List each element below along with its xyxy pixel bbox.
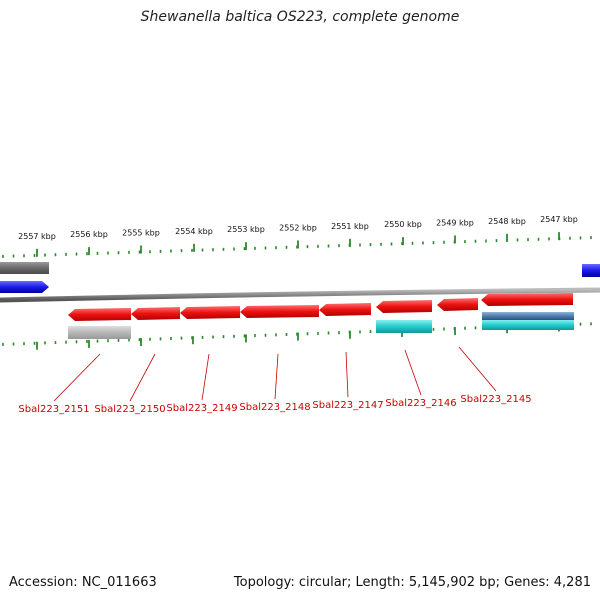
genome-backbone (0, 287, 600, 303)
gene-leader-line (404, 349, 422, 396)
rna-feature (0, 262, 49, 274)
tick-label: 2554 kbp (175, 227, 213, 236)
forward-gene-arrow (180, 306, 240, 319)
gene-label: Sbal223_2147 (312, 400, 383, 411)
tick-label: 2551 kbp (331, 222, 369, 231)
forward-gene-arrow (240, 305, 319, 318)
gray-feature (68, 326, 131, 339)
gene-leader-line (129, 353, 156, 402)
forward-gene-arrow (376, 300, 432, 313)
steelblue-feature (482, 312, 574, 320)
gene-leader-line (53, 353, 101, 402)
tick-label: 2553 kbp (227, 225, 265, 234)
gene-label: Sbal223_2146 (385, 398, 456, 409)
gene-label: Sbal223_2145 (460, 394, 531, 405)
tick-label: 2549 kbp (436, 218, 474, 227)
tick-label: 2548 kbp (488, 217, 526, 226)
tick-label: 2555 kbp (122, 228, 160, 237)
genome-summary-text: Topology: circular; Length: 5,145,902 bp… (233, 575, 591, 590)
cyan-feature (482, 320, 574, 330)
gene-leader-line (458, 346, 497, 392)
forward-gene-arrow (131, 307, 180, 320)
gene-leader-line (345, 351, 349, 398)
gene-label: Sbal223_2151 (18, 404, 89, 415)
gene-leader-line (274, 353, 279, 400)
forward-gene-arrow (319, 303, 371, 316)
gene-label: Sbal223_2150 (94, 404, 165, 415)
tick-label: 2547 kbp (540, 215, 578, 224)
forward-gene-arrow (437, 298, 478, 311)
reverse-gene-arrow (582, 264, 600, 277)
tick-label: 2556 kbp (70, 230, 108, 239)
tick-label: 2552 kbp (279, 223, 317, 232)
accession-text: Accession: NC_011663 (9, 575, 157, 590)
gene-label: Sbal223_2149 (166, 403, 237, 414)
tick-label: 2550 kbp (384, 220, 422, 229)
forward-gene-arrow (68, 308, 131, 321)
gene-leader-line (201, 353, 210, 401)
gene-label: Sbal223_2148 (239, 402, 310, 413)
cyan-feature (376, 320, 432, 333)
tick-label: 2557 kbp (18, 232, 56, 241)
forward-gene-arrow (481, 293, 573, 306)
map-title: Shewanella baltica OS223, complete genom… (140, 9, 460, 25)
reverse-gene-arrow (0, 281, 49, 293)
